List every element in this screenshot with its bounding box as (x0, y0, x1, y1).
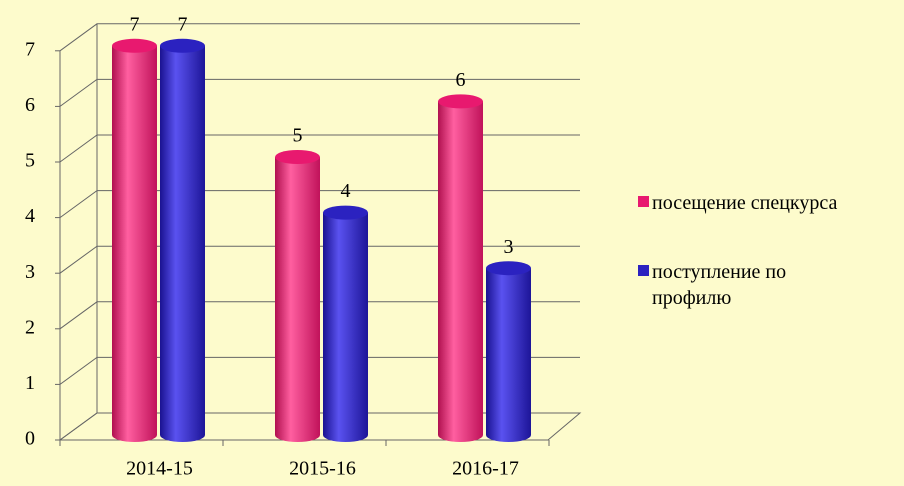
legend-item: посещение спецкурса (638, 190, 852, 216)
grid-line (59, 134, 580, 163)
y-tick-label: 1 (25, 372, 35, 394)
bar-top (486, 261, 531, 276)
x-tick-label: 2016-17 (452, 458, 519, 480)
bar (275, 157, 320, 435)
value-label: 3 (504, 236, 514, 258)
y-tick-label: 3 (25, 261, 35, 283)
x-tick-label: 2015-16 (289, 458, 356, 480)
grid-line (59, 190, 580, 219)
legend-item: поступление по профилю (638, 259, 852, 311)
bar (438, 101, 483, 436)
bar (160, 45, 205, 436)
value-label: 6 (456, 69, 466, 91)
y-tick-label: 6 (25, 94, 35, 116)
y-tick-label: 4 (25, 205, 35, 227)
value-label: 7 (178, 13, 188, 35)
y-tick-label: 5 (25, 150, 35, 172)
bar-top (323, 205, 368, 220)
grid-line (59, 78, 580, 107)
grid-line (59, 301, 580, 330)
grid-line (59, 356, 580, 385)
x-tick-label: 2014-15 (126, 458, 193, 480)
bar-top (160, 38, 205, 53)
bar (112, 45, 157, 436)
grid-line (59, 23, 580, 52)
legend-label: посещение спецкурса (652, 192, 838, 214)
legend-label: поступление по профилю (652, 261, 787, 309)
y-tick-label: 7 (25, 38, 35, 60)
value-label: 7 (130, 13, 140, 35)
y-tick-label: 0 (25, 428, 35, 450)
value-label: 4 (341, 180, 351, 202)
legend-swatch (638, 196, 649, 207)
bar-top (112, 38, 157, 53)
grid-line (59, 245, 580, 274)
legend-swatch (638, 265, 649, 276)
value-label: 5 (293, 125, 303, 147)
grid-line (59, 412, 580, 441)
bar (323, 212, 368, 435)
bar-top (275, 150, 320, 164)
bar-top (438, 94, 483, 109)
bar (486, 268, 531, 435)
y-tick-label: 2 (25, 316, 35, 338)
